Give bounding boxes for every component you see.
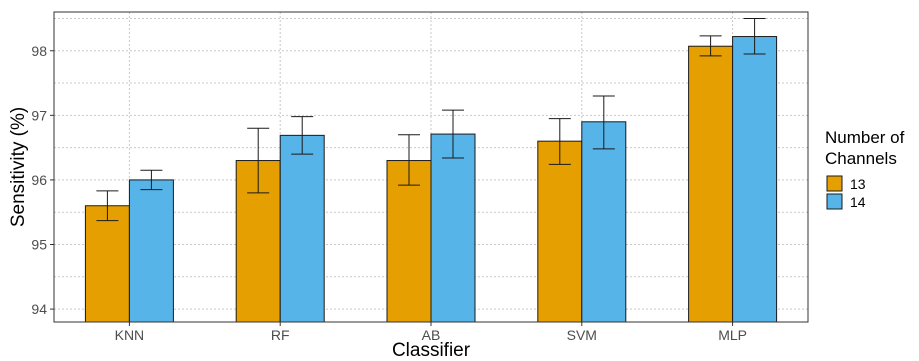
legend-title-line-2: Channels [825, 149, 897, 168]
y-axis-title: Sensitivity (%) [8, 107, 29, 227]
error-bar-knn-13 [96, 190, 119, 222]
y-axis: 94 95 96 97 98 [31, 43, 54, 317]
legend-title-line-1: Number of [825, 128, 905, 147]
bar-knn-13 [84, 205, 130, 323]
error-bar-svm-13 [548, 118, 571, 165]
error-bar-ab-13 [398, 134, 420, 186]
x-tick-label: SVM [567, 327, 597, 343]
legend-swatch-13 [826, 175, 843, 192]
bar-ab-14 [430, 133, 476, 323]
y-tick-label: 97 [31, 107, 47, 123]
legend-swatch-14 [826, 193, 843, 210]
bar-knn-14 [128, 179, 174, 323]
x-tick-label: RF [271, 327, 290, 343]
error-bar-knn-14 [140, 169, 163, 191]
legend-label-13: 13 [850, 176, 866, 192]
bar-mlp-14 [732, 36, 778, 323]
bar-rf-14 [279, 134, 325, 323]
error-bar-ab-14 [442, 109, 464, 159]
error-bar-mlp-14 [743, 17, 766, 55]
bar-ab-13 [386, 160, 432, 323]
error-bar-svm-14 [592, 95, 615, 150]
bar-mlp-13 [688, 45, 734, 323]
legend-label-14: 14 [850, 194, 866, 210]
bar-svm-13 [537, 140, 583, 323]
y-tick-label: 98 [31, 43, 47, 59]
bar-svm-14 [581, 121, 627, 323]
error-bar-rf-14 [291, 116, 314, 155]
x-axis-title: Classifier [392, 340, 471, 361]
x-tick-label: AB [422, 327, 441, 343]
x-axis: KNN RF AB SVM MLP [115, 322, 747, 343]
error-bar-rf-13 [247, 127, 270, 194]
y-tick-label: 94 [31, 301, 47, 317]
error-bar-mlp-13 [699, 35, 722, 57]
x-tick-label: MLP [718, 327, 747, 343]
y-tick-label: 96 [31, 172, 47, 188]
bars [84, 36, 778, 323]
error-bars [96, 17, 766, 222]
x-tick-label: KNN [115, 327, 145, 343]
y-tick-label: 95 [31, 237, 47, 253]
